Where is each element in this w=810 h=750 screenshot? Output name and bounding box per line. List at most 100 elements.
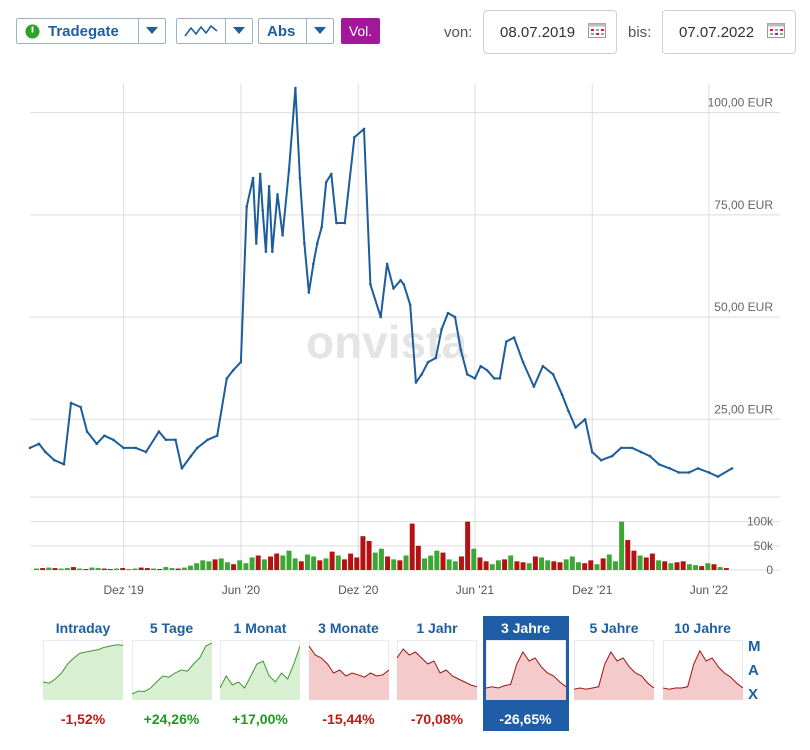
range-tile-3-monate[interactable]: 3 Monate -15,44% [306,616,392,731]
chart-type-select[interactable] [176,18,253,44]
x-tick-label: Jun '22 [690,583,729,597]
chevron-down-icon[interactable] [225,19,252,43]
price-point [294,86,297,90]
volume-bar [606,554,612,570]
range-tile-sparkline [131,640,212,700]
volume-bar [397,560,403,570]
price-point [707,471,711,474]
volume-bar [452,561,458,570]
from-date-field[interactable]: 08.07.2019 [483,10,617,54]
price-point [112,438,115,442]
from-date-value: 08.07.2019 [500,23,576,41]
price-point [385,262,389,266]
price-point [610,454,614,458]
price-point [498,377,502,380]
range-tile-sparkline [485,640,566,700]
calendar-icon[interactable] [588,22,616,42]
price-point [590,450,594,454]
volume-bar [138,567,144,570]
volume-bar [46,567,52,570]
price-point [189,454,193,458]
price-point [258,172,262,176]
range-tile-5-jahre[interactable]: 5 Jahre [571,616,657,731]
range-tile-1-monat[interactable]: 1 Monat +17,00% [217,616,303,731]
volume-bar [502,559,508,570]
range-tile-10-jahre[interactable]: 10 Jahre [660,616,746,731]
price-point [335,221,338,225]
range-max-button[interactable]: M A X [748,638,761,710]
price-point [298,176,302,180]
price-point [532,385,536,388]
volume-bar [212,559,218,570]
volume-bar [126,569,132,570]
volume-bar [569,556,575,570]
volume-bar [489,564,495,570]
price-point [465,373,469,376]
range-tile-1-jahr[interactable]: 1 Jahr -70,08% [394,616,480,731]
to-date-value: 07.07.2022 [679,23,755,41]
volume-bar [261,559,267,570]
volume-bar [311,556,317,570]
volume-bar [40,568,46,570]
price-point [62,462,66,466]
volume-bar [194,563,200,570]
volume-bar [643,557,649,570]
price-point [44,450,47,454]
price-point [225,377,229,380]
price-point [560,393,564,397]
range-tile-sparkline [220,640,300,700]
volume-bar [409,523,415,570]
range-tile-5-tage[interactable]: 5 Tage +24,26% [129,616,215,731]
range-tile-sparkline [662,640,743,700]
volume-bar [428,555,434,570]
range-tile-label: Intraday [55,620,111,636]
price-point [402,283,406,286]
volume-bar [58,568,64,570]
price-point [281,233,284,237]
to-date-field[interactable]: 07.07.2022 [662,10,796,54]
volume-bar [723,568,729,570]
price-point [324,180,328,184]
volume-bar [249,557,255,570]
price-point [362,127,366,131]
volume-bar [705,563,711,570]
range-tile-change: -70,08% [410,711,464,727]
range-tile-change: -15,44% [322,711,375,727]
price-point [379,315,382,319]
range-tile-label: 1 Monat [233,620,287,636]
chevron-down-icon[interactable] [138,19,165,43]
volume-bar [341,559,347,570]
volume-bar [64,568,70,570]
y-tick-label: 50,00 EUR [714,300,773,314]
volume-toggle-button[interactable]: Vol. [341,18,380,44]
price-point [264,250,268,253]
range-tile-sparkline [308,640,389,700]
price-point [574,426,577,429]
y-tick-label: 75,00 EUR [714,198,773,212]
volume-bar [268,556,274,570]
exchange-select[interactable]: Tradegate [16,18,166,44]
price-point [479,364,482,368]
volume-bar [520,562,526,570]
price-chart[interactable]: onvista 25,00 EUR 50,00 EUR 75,00 EUR 100,0… [0,0,810,600]
volume-bar [83,569,89,570]
price-point [392,287,395,290]
range-tile-intraday[interactable]: Intraday -1,52% [40,616,126,731]
exchange-label: Tradegate [48,22,119,40]
range-tile-3-jahre[interactable]: 3 Jahre -26,65% [482,616,569,731]
price-point [267,184,271,188]
price-point [287,168,291,172]
price-point [330,172,333,176]
x-tick-label: Jun '21 [456,583,495,597]
range-tile-sparkline [43,640,123,700]
calendar-icon[interactable] [767,22,795,42]
mode-select[interactable]: Abs [258,18,334,44]
price-line [29,87,733,478]
volume-bar [151,568,156,570]
price-point [312,262,315,266]
volume-bar [274,553,280,570]
volume-bar [545,560,551,570]
chevron-down-icon[interactable] [306,19,333,43]
volume-bar [329,551,335,570]
y-tick-label: 25,00 EUR [714,402,773,416]
